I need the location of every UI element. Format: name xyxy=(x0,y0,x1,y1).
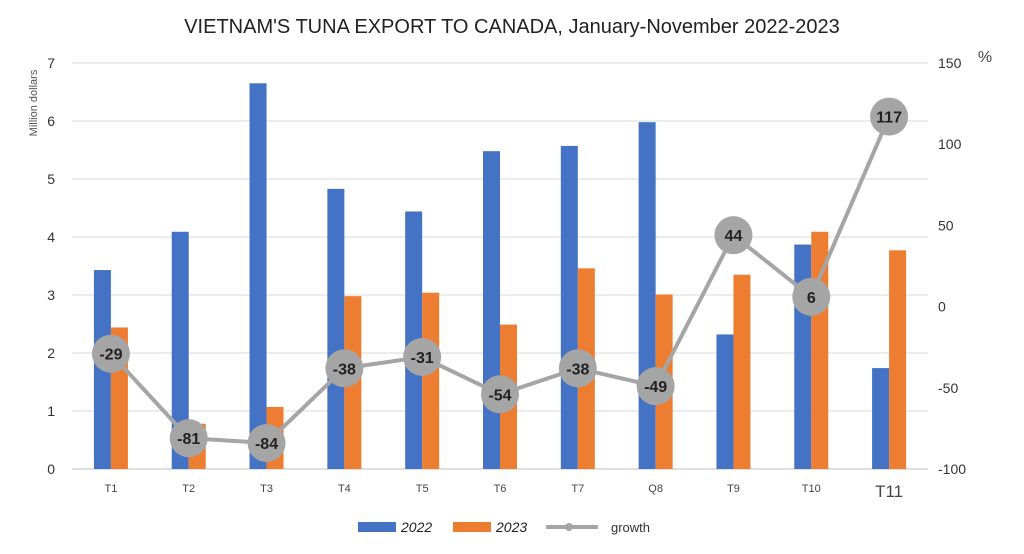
x-tick-label: T6 xyxy=(494,483,507,495)
growth-marker xyxy=(91,334,130,373)
growth-data-label: 117 xyxy=(876,110,902,127)
x-tick-label: T7 xyxy=(571,483,584,495)
x-tick-label: T3 xyxy=(260,483,273,495)
y-tick-label: 4 xyxy=(47,229,55,245)
legend: 2022 2023 growth xyxy=(358,519,650,535)
y-tick-label: 7 xyxy=(47,55,55,71)
y-tick-label: 1 xyxy=(47,403,55,419)
growth-marker xyxy=(169,419,208,458)
y2-tick-label: 0 xyxy=(938,299,946,315)
bar-2022 xyxy=(171,231,189,469)
x-tick-label: T2 xyxy=(182,483,195,495)
bar-2022 xyxy=(249,83,267,470)
x-tick-label: T5 xyxy=(416,483,429,495)
growth-marker xyxy=(870,97,909,136)
bar-2022 xyxy=(483,151,500,469)
growth-data-label: -81 xyxy=(177,431,200,448)
growth-marker xyxy=(558,349,597,388)
bar-2023 xyxy=(422,292,440,469)
legend-label-growth: growth xyxy=(611,520,650,535)
y2-tick-label: -50 xyxy=(938,380,958,396)
legend-label-2023: 2023 xyxy=(495,519,527,535)
growth-marker xyxy=(247,424,286,463)
growth-line: -29 -81 -84 -38 -31 -54 -38 -49 44 6 117 xyxy=(91,97,909,463)
x-tick-label: Q8 xyxy=(648,483,663,495)
y-tick-label: 2 xyxy=(47,345,55,361)
bar-2022 xyxy=(560,145,578,469)
axes: 0 1 2 3 4 5 6 7 -100 -50 0 50 100 150 T1 T2 T3 T4 T5 T6 T7 Q8… xyxy=(47,55,966,501)
legend-swatch-2022 xyxy=(358,522,396,532)
legend-label-2022: 2022 xyxy=(400,519,432,535)
y2-tick-label: 150 xyxy=(938,55,962,71)
x-tick-label: T10 xyxy=(802,483,821,495)
growth-data-label: -38 xyxy=(333,361,356,378)
bar-2022 xyxy=(872,368,890,469)
chart-title: VIETNAM'S TUNA EXPORT TO CANADA, January… xyxy=(184,16,840,38)
y-axis-label: Million dollars xyxy=(28,69,40,136)
bar-2022 xyxy=(716,334,734,469)
y2-tick-label: 50 xyxy=(938,217,954,233)
y-tick-label: 0 xyxy=(47,461,55,477)
growth-marker xyxy=(792,277,831,316)
growth-data-label: -38 xyxy=(566,361,589,378)
y-tick-label: 3 xyxy=(47,287,55,303)
y-tick-label: 5 xyxy=(47,171,55,187)
growth-marker xyxy=(403,337,442,376)
growth-data-label: -29 xyxy=(99,347,122,364)
y2-tick-label: -100 xyxy=(938,461,966,477)
growth-data-label: 6 xyxy=(807,290,816,307)
bar-2022 xyxy=(327,188,345,470)
growth-data-label: -31 xyxy=(411,350,434,367)
bar-2023 xyxy=(733,274,751,469)
x-tick-label: T4 xyxy=(338,483,351,495)
legend-marker-growth xyxy=(565,523,573,531)
x-tick-label: T1 xyxy=(104,483,117,495)
x-tick-label: T11 xyxy=(875,482,903,501)
growth-marker xyxy=(325,349,364,388)
y-tick-label: 6 xyxy=(47,113,55,129)
legend-swatch-2023 xyxy=(453,522,491,532)
x-tick-label: T9 xyxy=(727,483,740,495)
y2-axis-label: % xyxy=(978,49,992,66)
growth-data-label: -49 xyxy=(644,379,667,396)
growth-data-label: -84 xyxy=(255,436,278,453)
bar-2022 xyxy=(638,122,656,469)
growth-marker xyxy=(636,367,675,406)
bar-2023 xyxy=(889,250,907,469)
y2-tick-label: 100 xyxy=(938,136,962,152)
growth-data-label: -54 xyxy=(488,387,511,404)
growth-marker xyxy=(481,375,519,414)
growth-data-label: 44 xyxy=(725,228,743,245)
growth-marker xyxy=(714,216,753,255)
